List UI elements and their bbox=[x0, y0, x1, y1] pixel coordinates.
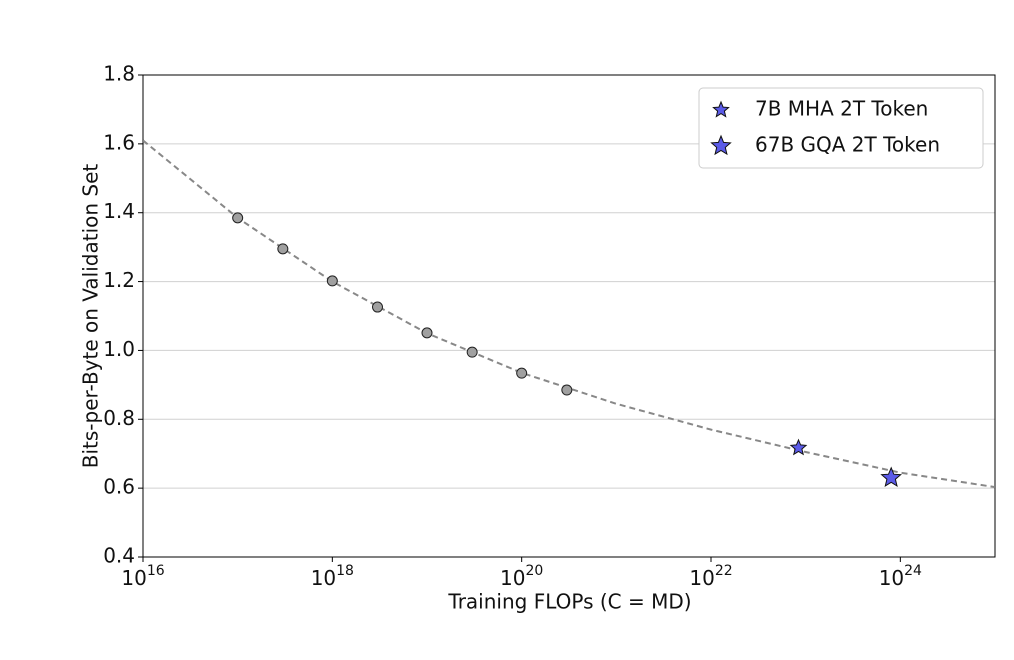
x-tick-label: 1022 bbox=[689, 563, 732, 590]
legend-label: 7B MHA 2T Token bbox=[755, 97, 928, 121]
point bbox=[277, 243, 289, 255]
y-tick-label: 1.2 bbox=[103, 268, 135, 292]
x-axis-label: Training FLOPs (C = MD) bbox=[447, 590, 691, 614]
x-tick-label: 1018 bbox=[311, 563, 354, 590]
y-tick-label: 0.8 bbox=[103, 406, 135, 430]
plot-frame bbox=[142, 74, 996, 558]
point bbox=[561, 384, 573, 396]
y-axis-label: Bits-per-Byte on Validation Set bbox=[79, 164, 103, 469]
point bbox=[232, 212, 244, 224]
legend-label: 67B GQA 2T Token bbox=[755, 133, 940, 157]
y-tick-label: 0.6 bbox=[103, 475, 135, 499]
point bbox=[421, 327, 433, 339]
point bbox=[326, 275, 338, 287]
star-point bbox=[789, 438, 808, 456]
fit-line bbox=[143, 139, 995, 489]
x-tick-label: 1020 bbox=[500, 563, 543, 590]
point bbox=[372, 301, 384, 313]
star-point bbox=[880, 466, 902, 487]
y-tick-label: 1.4 bbox=[103, 199, 135, 223]
legend-box bbox=[698, 87, 984, 169]
x-tick-label: 1024 bbox=[879, 563, 922, 590]
y-tick-label: 1.0 bbox=[103, 337, 135, 361]
y-tick-label: 1.8 bbox=[103, 62, 135, 86]
y-tick-label: 1.6 bbox=[103, 130, 135, 154]
point bbox=[516, 367, 528, 379]
y-tick-label: 0.4 bbox=[103, 544, 135, 568]
x-tick-label: 1016 bbox=[121, 563, 164, 590]
point bbox=[466, 346, 478, 358]
legend-marker bbox=[712, 100, 730, 118]
legend-marker bbox=[710, 134, 732, 156]
